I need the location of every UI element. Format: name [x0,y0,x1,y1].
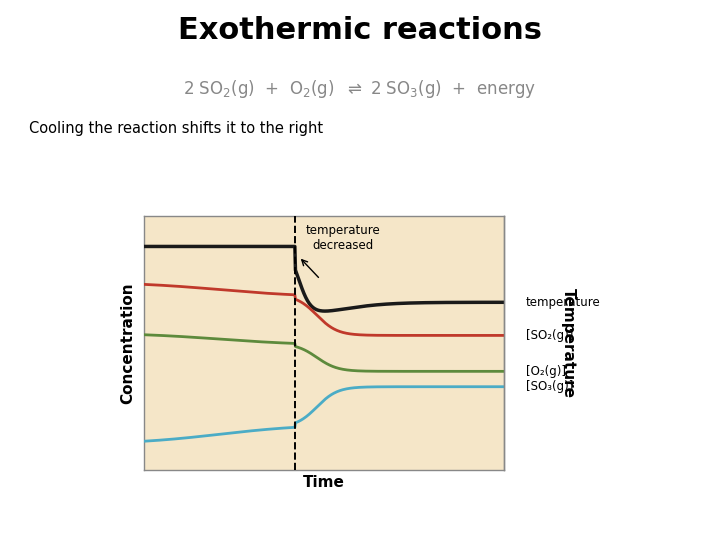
Y-axis label: Concentration: Concentration [121,282,135,404]
Text: temperature
decreased: temperature decreased [306,224,381,252]
Text: temperature: temperature [526,296,600,309]
Text: 2 SO$_2$(g)  +  O$_2$(g)  $\rightleftharpoons$ 2 SO$_3$(g)  +  energy: 2 SO$_2$(g) + O$_2$(g) $\rightleftharpoo… [184,78,536,100]
Text: Cooling the reaction shifts it to the right: Cooling the reaction shifts it to the ri… [29,122,323,137]
Text: Temperature: Temperature [562,288,576,398]
Text: [SO₃(g)]: [SO₃(g)] [526,380,573,393]
X-axis label: Time: Time [303,475,345,490]
Text: [SO₂(g)]: [SO₂(g)] [526,329,573,342]
Text: Exothermic reactions: Exothermic reactions [178,16,542,45]
Text: [O₂(g)]: [O₂(g)] [526,365,566,378]
